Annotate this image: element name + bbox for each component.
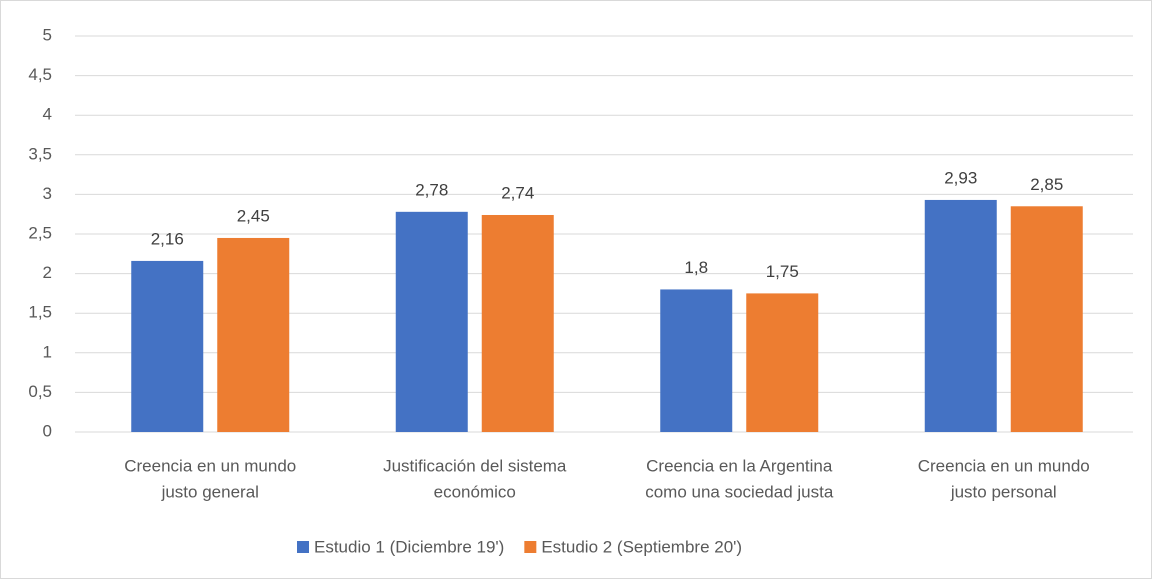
y-tick-label: 0	[43, 421, 52, 440]
bar	[924, 199, 997, 432]
value-label: 2,78	[415, 180, 448, 199]
x-tick-label: Creencia en un mundo	[918, 456, 1090, 475]
y-tick-label: 4,5	[28, 65, 52, 84]
legend-label: Estudio 1 (Diciembre 19')	[314, 537, 504, 556]
legend-swatch	[297, 541, 309, 553]
bar	[660, 289, 733, 432]
y-tick-label: 4	[43, 105, 52, 124]
bar	[131, 260, 204, 432]
value-label: 1,8	[684, 258, 708, 277]
x-tick-label: como una sociedad justa	[645, 482, 834, 501]
bar	[746, 293, 819, 432]
value-label: 2,93	[944, 168, 977, 187]
y-tick-label: 2,5	[28, 223, 52, 242]
y-tick-label: 3,5	[28, 144, 52, 163]
y-tick-label: 5	[43, 25, 52, 44]
bar	[395, 211, 468, 432]
y-tick-label: 1,5	[28, 303, 52, 322]
y-tick-label: 2	[43, 263, 52, 282]
x-tick-label: justo personal	[950, 482, 1057, 501]
value-label: 2,85	[1030, 175, 1063, 194]
x-tick-label: Creencia en la Argentina	[646, 456, 833, 475]
x-tick-label: Justificación del sistema	[383, 456, 567, 475]
value-label: 2,16	[151, 229, 184, 248]
x-tick-label: económico	[434, 482, 516, 501]
x-tick-label: justo general	[161, 482, 259, 501]
bar	[1010, 206, 1083, 432]
bar	[481, 214, 554, 432]
y-tick-label: 3	[43, 184, 52, 203]
value-label: 2,45	[237, 206, 270, 225]
y-tick-label: 0,5	[28, 382, 52, 401]
legend-label: Estudio 2 (Septiembre 20')	[541, 537, 742, 556]
bar	[217, 237, 290, 432]
value-label: 2,74	[501, 183, 534, 202]
value-label: 1,75	[766, 262, 799, 281]
x-tick-label: Creencia en un mundo	[124, 456, 296, 475]
legend-swatch	[524, 541, 537, 553]
y-tick-label: 1	[43, 342, 52, 361]
